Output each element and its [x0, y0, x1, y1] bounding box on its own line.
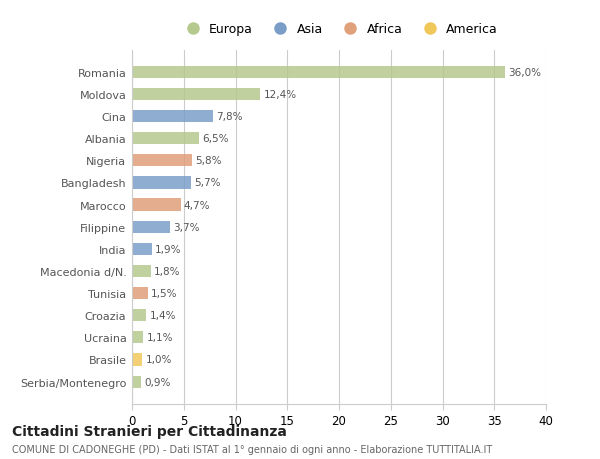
- Bar: [132, 155, 192, 167]
- Legend: Europa, Asia, Africa, America: Europa, Asia, Africa, America: [175, 18, 503, 41]
- Bar: [132, 265, 151, 277]
- Bar: [132, 309, 146, 322]
- Text: 1,8%: 1,8%: [154, 266, 180, 276]
- Text: 5,7%: 5,7%: [194, 178, 221, 188]
- Bar: [132, 353, 142, 366]
- Text: 3,7%: 3,7%: [173, 222, 200, 232]
- Bar: [132, 331, 143, 344]
- Text: 1,1%: 1,1%: [146, 333, 173, 342]
- Bar: [132, 177, 191, 189]
- Text: 1,0%: 1,0%: [145, 355, 172, 365]
- Bar: [132, 111, 213, 123]
- Bar: [132, 89, 260, 101]
- Text: 1,4%: 1,4%: [149, 311, 176, 320]
- Text: 0,9%: 0,9%: [145, 377, 171, 387]
- Text: 6,5%: 6,5%: [202, 134, 229, 144]
- Bar: [132, 243, 152, 255]
- Bar: [132, 133, 199, 145]
- Text: Cittadini Stranieri per Cittadinanza: Cittadini Stranieri per Cittadinanza: [12, 424, 287, 438]
- Bar: [132, 221, 170, 233]
- Text: 4,7%: 4,7%: [184, 200, 210, 210]
- Text: 12,4%: 12,4%: [263, 90, 296, 100]
- Text: 36,0%: 36,0%: [508, 67, 541, 78]
- Text: COMUNE DI CADONEGHE (PD) - Dati ISTAT al 1° gennaio di ogni anno - Elaborazione : COMUNE DI CADONEGHE (PD) - Dati ISTAT al…: [12, 444, 492, 454]
- Bar: [132, 67, 505, 78]
- Text: 7,8%: 7,8%: [216, 112, 242, 122]
- Text: 5,8%: 5,8%: [195, 156, 221, 166]
- Bar: [132, 376, 142, 388]
- Bar: [132, 287, 148, 300]
- Text: 1,9%: 1,9%: [155, 244, 181, 254]
- Bar: [132, 199, 181, 211]
- Text: 1,5%: 1,5%: [151, 288, 177, 298]
